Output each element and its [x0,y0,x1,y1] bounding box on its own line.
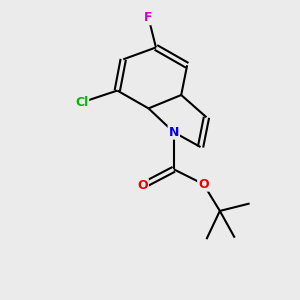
Text: N: N [169,126,179,139]
Text: F: F [144,11,153,24]
Text: O: O [198,178,209,191]
Text: Cl: Cl [75,96,88,109]
Text: O: O [137,179,148,192]
